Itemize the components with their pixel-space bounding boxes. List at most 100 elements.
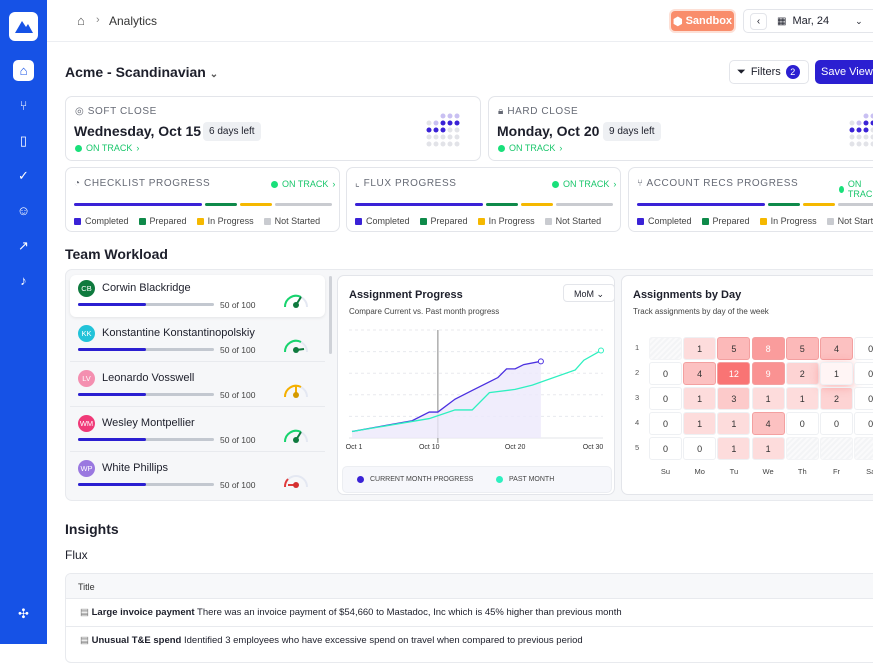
workload-member[interactable]: LV Leonardo Vosswell 50 of 100 [70,365,325,407]
heatmap-cell[interactable]: 0 [854,362,873,385]
heatmap-subtitle: Track assignments by day of the week [633,307,769,316]
avatar: WP [78,460,95,477]
document-icon: ▤ [80,635,89,646]
legend-current: CURRENT MONTH PROGRESS [370,476,473,483]
dot [434,128,439,133]
heatmap-cell[interactable]: 4 [683,362,716,385]
legend-item: Prepared [420,216,468,226]
member-progress-bar [78,393,214,396]
table-row[interactable]: ▤ Unusual T&E spend Identified 3 employe… [66,627,873,655]
filters-button[interactable]: ⏷Filters 2 [729,60,809,84]
soft-close-card: ◎ SOFT CLOSE Wednesday, Oct 15 6 days le… [65,96,481,161]
heatmap-cell[interactable]: 1 [752,437,785,460]
status-on-track[interactable]: ON TRACK › [498,143,562,153]
page-title[interactable]: Acme - Scandinavian ⌄ [65,64,218,80]
chevron-down-icon[interactable]: ⌄ [855,16,863,27]
heatmap-cell[interactable]: 1 [683,387,716,410]
day-label: Th [786,467,819,476]
heatmap-cell[interactable]: 0 [649,437,682,460]
status-on-track[interactable]: ON TRACK › [271,179,335,189]
week-label: 2 [635,368,639,377]
day-label: Sa [854,467,873,476]
heatmap-cell[interactable]: 12 [717,362,750,385]
heatmap-cell[interactable]: 1 [786,387,819,410]
prev-button[interactable]: ‹ [750,13,767,30]
heatmap-cell[interactable]: 3 [717,387,750,410]
scrollbar[interactable] [329,276,332,354]
heatmap-cell[interactable]: 1 [717,412,750,435]
heatmap-cell[interactable]: 1 [683,412,716,435]
dot [850,135,855,140]
heatmap-cell[interactable]: 2 [820,387,853,410]
x-tick-label: Oct 10 [419,444,440,451]
breadcrumb[interactable]: Analytics [109,14,157,28]
dot [857,135,862,140]
day-label: Tu [717,467,750,476]
status-on-track[interactable]: ON TRACK › [75,143,139,153]
heatmap-cell[interactable]: 0 [854,412,873,435]
heatmap-cell[interactable]: 5 [786,337,819,360]
heatmap-cell[interactable]: 0 [820,412,853,435]
member-progress-text: 50 of 100 [220,390,255,400]
heatmap-cell[interactable]: 9 [752,362,785,385]
heatmap-cell[interactable]: 0 [683,437,716,460]
status-on-track[interactable]: ON TRACK › [839,179,873,199]
heatmap-cell[interactable]: 0 [649,387,682,410]
app-logo[interactable] [9,12,38,41]
heatmap-cell[interactable]: 0 [854,387,873,410]
team-workload-title: Team Workload [65,246,168,262]
date-picker[interactable]: ‹ ▦ Mar, 24 ⌄ [743,9,873,33]
dot [857,121,862,126]
dot [441,142,446,147]
table-row[interactable]: ▤ Large invoice payment There was an inv… [66,599,873,627]
date-value: Mar, 24 [792,15,829,27]
save-view-button[interactable]: Save View [815,60,873,84]
heatmap-cell[interactable]: 0 [649,412,682,435]
dot [850,128,855,133]
check-icon[interactable]: ✓ [13,165,34,186]
workload-member[interactable]: WP White Phillips 50 of 100 [70,455,325,497]
heatmap-cell[interactable]: 0 [649,362,682,385]
dot [441,128,446,133]
member-progress-text: 50 of 100 [220,435,255,445]
book-icon[interactable]: ▯ [13,130,34,151]
workload-member[interactable]: KK Konstantine Konstantinopolskiy 50 of … [70,320,325,362]
heatmap-cell[interactable]: 5 [717,337,750,360]
heatmap-cell[interactable]: 4 [820,337,853,360]
legend-swatch-past [496,476,503,483]
users-icon[interactable]: ☺ [13,200,34,221]
avatar: LV [78,370,95,387]
heatmap-cell[interactable]: 4 [752,412,785,435]
dot [455,114,460,119]
heatmap-cell[interactable]: 0 [786,412,819,435]
workload-member[interactable]: CB Corwin Blackridge 50 of 100 [70,275,325,317]
sandbox-badge[interactable]: ⬢Sandbox [671,11,734,31]
dot [857,128,862,133]
heatmap-cell[interactable]: 8 [752,337,785,360]
heatmap-cell[interactable]: 1 [752,387,785,410]
heatmap-cell-empty [649,337,682,360]
progress-card: ⑂ ACCOUNT RECS PROGRESS ON TRACK › Compl… [628,167,873,232]
column-header-title[interactable]: Title [66,574,873,599]
workload-member[interactable]: WM Wesley Montpellier 50 of 100 [70,410,325,452]
chart-icon[interactable]: ↗ [13,235,34,256]
git-icon[interactable]: ⑂ [13,95,34,116]
heatmap-cell[interactable]: 0 [854,337,873,360]
dot [448,135,453,140]
heatmap-cell[interactable]: 1 [717,437,750,460]
bar-not-started [838,203,873,206]
status-on-track[interactable]: ON TRACK › [552,179,616,189]
day-label: Fr [820,467,853,476]
home-icon[interactable]: ⌂ [13,60,34,81]
bell-icon[interactable]: ♪ [13,270,34,291]
puzzle-icon[interactable]: ✣ [13,603,34,624]
heatmap-cell[interactable]: 2 [786,362,819,385]
home-icon[interactable]: ⌂ [77,13,85,28]
filter-icon: ⏷ [737,66,746,79]
heatmap-cell[interactable]: 1 [683,337,716,360]
dot [434,135,439,140]
heatmap-cell[interactable]: 1 [820,362,853,385]
heatmap-cell-empty [786,437,819,460]
